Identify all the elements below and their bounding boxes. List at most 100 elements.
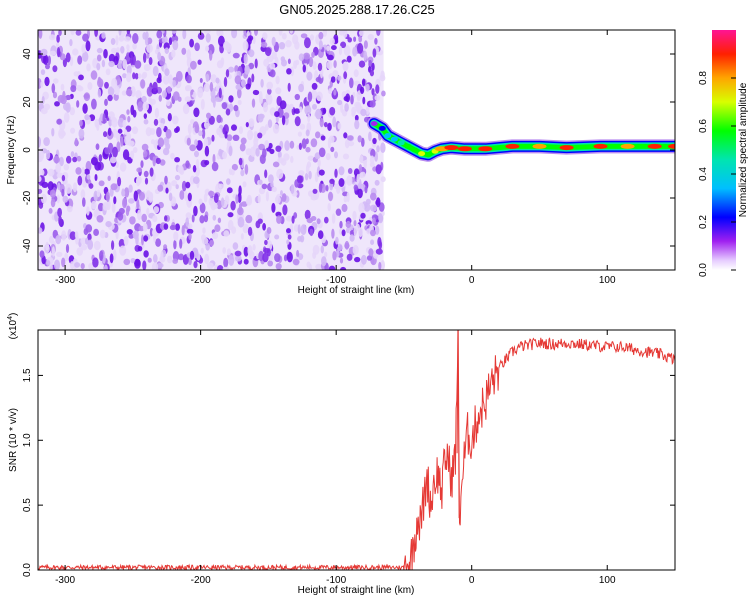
- ridge-point: [505, 143, 520, 149]
- noise-speckle: [272, 161, 280, 168]
- noise-speckle: [132, 147, 138, 153]
- noise-speckle: [166, 86, 172, 94]
- noise-speckle: [160, 251, 164, 262]
- noise-speckle: [290, 184, 295, 195]
- noise-speckle: [269, 62, 276, 70]
- noise-speckle: [262, 252, 269, 263]
- noise-speckle: [111, 117, 118, 128]
- noise-speckle: [230, 200, 236, 211]
- noise-speckle: [220, 57, 225, 66]
- noise-speckle: [123, 258, 131, 266]
- noise-speckle: [84, 114, 90, 121]
- noise-speckle: [70, 127, 76, 134]
- noise-speckle: [96, 47, 103, 54]
- noise-speckle: [264, 239, 268, 246]
- noise-speckle: [380, 260, 385, 270]
- noise-speckle: [226, 248, 231, 256]
- noise-speckle: [215, 77, 220, 84]
- noise-speckle: [257, 218, 263, 224]
- ridge-point: [370, 121, 378, 127]
- noise-speckle: [182, 103, 190, 115]
- noise-speckle: [254, 30, 258, 36]
- noise-speckle: [345, 93, 351, 103]
- spectrogram-xtick-label: 100: [599, 275, 616, 286]
- noise-speckle: [137, 101, 144, 112]
- noise-speckle: [65, 102, 71, 113]
- noise-speckle: [123, 36, 131, 42]
- noise-speckle: [228, 95, 234, 103]
- noise-speckle: [156, 262, 164, 269]
- noise-speckle: [149, 167, 154, 177]
- noise-speckle: [118, 30, 122, 36]
- noise-speckle: [222, 266, 230, 270]
- noise-speckle: [328, 88, 333, 95]
- noise-speckle: [242, 181, 247, 188]
- snr-ytick-label: 1.0: [22, 433, 33, 447]
- noise-speckle: [120, 30, 126, 37]
- noise-speckle: [307, 155, 314, 161]
- noise-speckle: [320, 245, 324, 254]
- noise-speckle: [349, 234, 355, 242]
- ridge-point: [404, 143, 412, 149]
- noise-speckle: [108, 111, 115, 120]
- noise-speckle: [120, 136, 124, 147]
- noise-speckle: [170, 152, 175, 160]
- noise-speckle: [283, 112, 290, 119]
- noise-speckle: [168, 192, 173, 202]
- noise-speckle: [146, 86, 153, 97]
- noise-speckle: [76, 155, 82, 162]
- noise-speckle: [262, 148, 267, 159]
- noise-speckle: [103, 48, 108, 59]
- noise-speckle: [296, 175, 303, 184]
- noise-speckle: [51, 246, 56, 257]
- noise-speckle: [199, 215, 205, 224]
- noise-speckle: [286, 251, 293, 263]
- noise-speckle: [47, 181, 54, 191]
- noise-speckle: [152, 81, 158, 92]
- noise-speckle: [152, 65, 159, 77]
- noise-speckle: [267, 119, 273, 128]
- noise-speckle: [201, 237, 209, 245]
- noise-speckle: [117, 128, 123, 134]
- noise-speckle: [204, 160, 210, 166]
- noise-speckle: [343, 71, 348, 80]
- noise-speckle: [129, 216, 136, 225]
- noise-speckle: [143, 113, 147, 119]
- noise-speckle: [343, 30, 348, 38]
- noise-speckle: [74, 262, 81, 268]
- noise-speckle: [282, 204, 288, 216]
- noise-speckle: [264, 169, 268, 179]
- noise-speckle: [259, 91, 263, 102]
- spectrogram-xlabel: Height of straight line (km): [298, 285, 415, 296]
- noise-speckle: [334, 151, 338, 159]
- noise-speckle: [204, 122, 210, 130]
- noise-speckle: [211, 161, 219, 172]
- noise-speckle: [381, 90, 386, 97]
- noise-speckle: [90, 200, 97, 210]
- noise-speckle: [261, 183, 268, 190]
- noise-speckle: [264, 124, 269, 131]
- noise-speckle: [194, 139, 198, 147]
- noise-speckle: [187, 123, 192, 135]
- noise-speckle: [115, 35, 119, 46]
- noise-speckle: [318, 40, 323, 50]
- noise-speckle: [311, 51, 315, 58]
- spectrogram-ytick-label: -20: [22, 190, 33, 205]
- noise-speckle: [367, 34, 374, 40]
- noise-speckle: [220, 197, 225, 207]
- noise-speckle: [162, 75, 170, 85]
- noise-speckle: [266, 227, 272, 234]
- noise-speckle: [159, 159, 166, 166]
- noise-speckle: [94, 174, 98, 181]
- noise-speckle: [312, 188, 318, 194]
- noise-speckle: [144, 36, 149, 46]
- noise-speckle: [151, 262, 159, 270]
- noise-speckle: [358, 60, 366, 68]
- noise-speckle: [360, 254, 367, 265]
- noise-speckle: [137, 209, 142, 221]
- noise-speckle: [286, 239, 290, 245]
- noise-speckle: [153, 206, 160, 214]
- noise-speckle: [299, 106, 303, 113]
- noise-speckle: [296, 190, 300, 198]
- noise-speckle: [104, 147, 111, 155]
